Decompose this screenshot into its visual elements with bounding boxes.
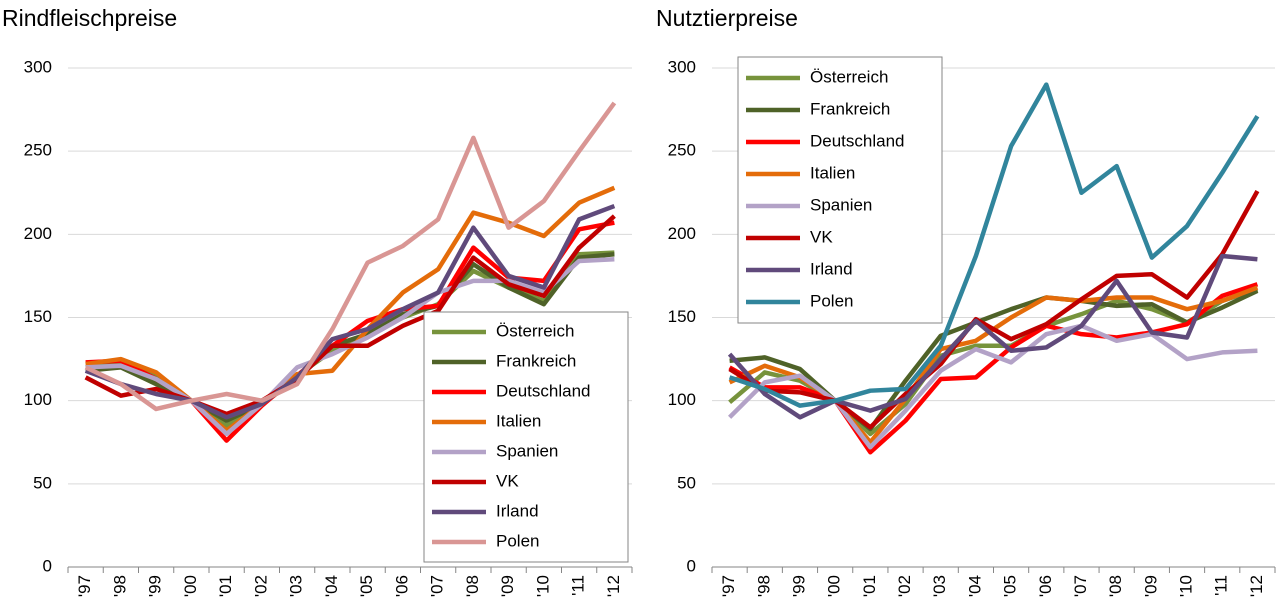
x-tick-label: '09 [498,575,517,597]
legend-label: Polen [810,291,853,310]
chart: Nutztierpreise 0 50 100 150 200 250 300 '97 '98 '9… [656,5,1276,597]
x-tick-label: '99 [146,575,165,597]
legend-label: Irland [810,259,853,278]
x-tick-label: '97 [75,575,94,597]
y-tick-label: 250 [668,141,696,160]
series-line [84,203,616,420]
x-tick-label: '10 [1177,575,1196,597]
series-line [728,189,1260,430]
x-tick-label: '00 [181,575,200,597]
x-tick-label: '00 [825,575,844,597]
x-tick-label: '02 [251,575,270,597]
x-tick-label: '11 [569,575,588,596]
y-tick-label: 50 [33,473,52,492]
legend-label: Österreich [810,67,888,86]
x-tick-label: '97 [719,575,738,597]
legend-box [737,56,943,324]
legend-label: Frankreich [810,99,890,118]
legend-label: Irland [496,501,539,520]
chart: Rindfleischpreise 0 50 100 150 200 250 300 '97 '9… [2,5,633,597]
x-tick-label: '08 [463,575,482,597]
x-tick-label: '05 [357,575,376,597]
x-tick-label: '01 [860,575,879,597]
x-tick-label: '12 [604,575,623,597]
legend-label: Spanien [496,441,558,460]
y-tick-label: 300 [668,57,696,76]
x-tick-label: '06 [1036,575,1055,597]
x-tick-label: '09 [1141,575,1160,597]
series-line [84,214,616,417]
y-tick-label: 100 [24,390,52,409]
y-tick-label: 0 [687,556,696,575]
x-tick-label: '05 [1001,575,1020,597]
y-tick-label: 250 [24,141,52,160]
series-line [85,185,616,433]
chart-title: Nutztierpreise [656,5,798,31]
legend-label: Deutschland [810,131,905,150]
x-tick-label: '02 [895,575,914,597]
y-tick-label: 100 [668,390,696,409]
x-tick-label: '11 [1212,575,1231,596]
x-tick-label: '03 [287,575,306,597]
x-tick-label: '10 [533,575,552,597]
x-tick-label: '07 [428,575,447,597]
legend-label: VK [496,471,519,490]
legend-label: Polen [496,531,539,550]
legend-label: Deutschland [496,381,591,400]
x-tick-label: '04 [965,575,984,597]
x-tick-label: '07 [1071,575,1090,597]
y-tick-label: 200 [668,224,696,243]
series-line [728,282,1259,455]
y-tick-label: 200 [24,224,52,243]
series-line [728,323,1258,450]
legend-label: Italien [496,411,541,430]
x-tick-label: '98 [754,575,773,597]
legend-label: Italien [810,163,855,182]
x-tick-label: '04 [322,575,341,597]
legend-label: Österreich [496,321,574,340]
legend-label: Frankreich [496,351,576,370]
legend-label: Spanien [810,195,872,214]
legend-box [423,311,629,563]
y-tick-label: 0 [43,556,52,575]
series-line [727,253,1258,420]
y-tick-label: 300 [24,57,52,76]
chart-title: Rindfleischpreise [2,5,177,31]
x-tick-label: '98 [110,575,129,597]
x-tick-label: '99 [789,575,808,597]
series-line [729,288,1259,432]
x-tick-label: '03 [930,575,949,597]
x-tick-label: '08 [1106,575,1125,597]
x-tick-label: '01 [216,575,235,597]
y-tick-label: 150 [668,307,696,326]
y-tick-label: 50 [677,473,696,492]
legend-label: VK [810,227,833,246]
series-line [728,82,1260,408]
x-tick-label: '12 [1247,575,1266,597]
x-tick-label: '06 [392,575,411,597]
series-line [84,101,617,412]
y-tick-label: 150 [24,307,52,326]
